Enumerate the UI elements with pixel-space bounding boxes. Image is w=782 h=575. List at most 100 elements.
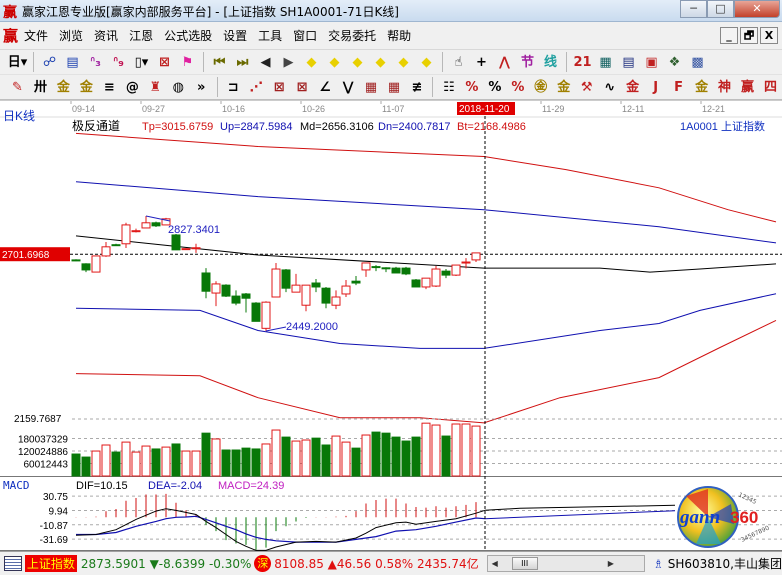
candle-body	[471, 252, 481, 261]
candle-body	[221, 284, 231, 297]
calendar-icon[interactable]: 21	[573, 54, 592, 70]
notes-icon[interactable]: ▤	[66, 54, 79, 70]
horizontal-scrollbar[interactable]: ◀ III ▶	[486, 555, 645, 572]
parallel-lines-icon[interactable]: 卅	[33, 79, 47, 95]
candle-dropdown-icon[interactable]: ▯▾	[134, 54, 149, 70]
index-name[interactable]: 上证指数	[24, 555, 77, 572]
gold-split2-icon[interactable]: 金	[79, 79, 93, 95]
zoom-in-icon[interactable]: ◆	[398, 54, 409, 70]
flag-icon[interactable]: ⚑	[181, 54, 194, 70]
zoom-right-icon[interactable]: ◆	[329, 54, 340, 70]
next-icon[interactable]: ▶	[283, 54, 294, 70]
menu-logo-icon[interactable]: 赢	[3, 27, 19, 45]
kline-chart[interactable]: 09-14 09-27 10-16 10-26 11-07 11-29 12-11 12-21…	[0, 0, 782, 551]
scroll-right-icon[interactable]: ▶	[607, 559, 614, 568]
menu-formula[interactable]: 公式选股	[164, 29, 213, 43]
god-angle-icon[interactable]: 神	[718, 79, 732, 95]
section-icon[interactable]: 节	[520, 54, 534, 70]
shrink-icon[interactable]: ◆	[375, 54, 386, 70]
zoom-out-icon[interactable]: ◆	[421, 54, 432, 70]
volume-bar	[91, 450, 101, 477]
current-stock[interactable]: SH603810,丰山集团	[667, 557, 782, 571]
mdi-close-button[interactable]: X	[760, 27, 778, 44]
hand-icon[interactable]: ☝	[454, 54, 463, 70]
calculator-icon[interactable]	[4, 556, 22, 571]
menu-trade[interactable]: 交易委托	[328, 29, 377, 43]
menu-info[interactable]: 资讯	[94, 29, 119, 43]
scroll-thumb[interactable]: III	[511, 557, 538, 570]
volume-bar	[471, 425, 481, 477]
gold-lines-icon[interactable]: 金	[557, 79, 571, 95]
percent-lines-icon[interactable]: %	[511, 79, 525, 95]
fibonacci-icon[interactable]: ≡	[103, 79, 115, 95]
marker-icon[interactable]: ♜	[149, 79, 162, 95]
box-icon[interactable]: ⊐	[227, 79, 239, 95]
indicator9-icon[interactable]: ᐢ₉	[113, 54, 124, 70]
angle-icon[interactable]: ∠	[319, 79, 331, 95]
report-icon[interactable]: ▤	[622, 54, 635, 70]
menu-help[interactable]: 帮助	[387, 29, 412, 43]
network-icon[interactable]: ❖	[668, 54, 681, 70]
calculator-icon[interactable]: ▦	[599, 54, 612, 70]
gold-split-icon[interactable]: 金	[56, 79, 70, 95]
more-icon[interactable]: »	[197, 79, 206, 95]
menu-file[interactable]: 文件	[24, 29, 49, 43]
menu-settings[interactable]: 设置	[223, 29, 248, 43]
menu-window[interactable]: 窗口	[293, 29, 318, 43]
prev-icon[interactable]: ◀	[260, 54, 271, 70]
gold-box-icon[interactable]: 金	[626, 79, 640, 95]
gann-square-icon[interactable]: ⊠	[296, 79, 308, 95]
first-icon[interactable]: ⏮	[213, 54, 226, 70]
trade-icon[interactable]: ▩	[691, 54, 704, 70]
gann-box-icon[interactable]: ⊠	[273, 79, 285, 95]
volume-bar	[401, 440, 411, 477]
maximize-button[interactable]: □	[707, 0, 734, 18]
save-icon[interactable]: ▣	[645, 54, 658, 70]
scroll-left-icon[interactable]: ◀	[491, 559, 498, 568]
circle-scale-icon[interactable]: ◍	[172, 79, 184, 95]
f-angle-icon[interactable]: F	[674, 79, 684, 95]
grid-icon[interactable]: ⊠	[159, 54, 170, 70]
volume-bar	[341, 441, 351, 477]
menu-browse[interactable]: 浏览	[59, 29, 84, 43]
gold-angle-icon[interactable]: 金	[695, 79, 709, 95]
ruler-icon[interactable]: ⚒	[580, 79, 593, 95]
sine-icon[interactable]: ∿	[604, 79, 616, 95]
candle-body	[201, 272, 211, 292]
expand-icon[interactable]: ◆	[352, 54, 363, 70]
mdi-restore-button[interactable]: 🗗	[740, 27, 758, 44]
date-tick-label: 11-07	[382, 104, 404, 114]
channel-icon[interactable]: ≢	[411, 79, 423, 95]
menu-gann[interactable]: 江恩	[129, 29, 154, 43]
mdi-minimize-button[interactable]: _	[720, 27, 738, 44]
menu-bar: 赢 文件 浏览 资讯 江恩 公式选股 设置 工具 窗口 交易委托 帮助 _ 🗗 …	[0, 22, 782, 50]
period-label: 日K线	[3, 109, 35, 123]
candle-body	[241, 293, 251, 299]
gold-circle-icon[interactable]: ㊎	[534, 79, 548, 95]
percent-line-icon[interactable]: %	[465, 79, 479, 95]
indicator3-icon[interactable]: ᐢ₃	[90, 54, 101, 70]
wave-icon[interactable]: ⋀	[499, 54, 510, 70]
j-angle-icon[interactable]: J	[653, 79, 659, 95]
spiral-icon[interactable]: @	[125, 79, 139, 95]
zoom-left-icon[interactable]: ◆	[306, 54, 317, 70]
grid2-icon[interactable]: ▦	[387, 79, 401, 95]
grid1-icon[interactable]: ▦	[364, 79, 378, 95]
candle-body	[151, 222, 161, 227]
fan-lines-icon[interactable]: ⋰	[249, 79, 263, 95]
four-angle-icon[interactable]: 四	[763, 79, 777, 95]
vline-icon[interactable]: ⋁	[342, 79, 354, 95]
crosshair-icon[interactable]: +	[476, 54, 487, 70]
period-day-dropdown-icon[interactable]: 日▾	[7, 54, 28, 70]
percent-icon[interactable]: %	[488, 79, 502, 95]
table-icon[interactable]: ☷	[443, 79, 455, 95]
candle-body	[281, 269, 291, 289]
link-icon[interactable]: ☍	[42, 54, 57, 70]
close-button[interactable]: ✕	[734, 0, 780, 18]
pen-icon[interactable]: ✎	[12, 79, 23, 95]
last-icon[interactable]: ⏭	[236, 54, 249, 70]
minimize-button[interactable]: ─	[680, 0, 707, 18]
line-icon[interactable]: 线	[543, 54, 557, 70]
menu-tools[interactable]: 工具	[258, 29, 283, 43]
win-angle-icon[interactable]: 赢	[741, 79, 755, 95]
